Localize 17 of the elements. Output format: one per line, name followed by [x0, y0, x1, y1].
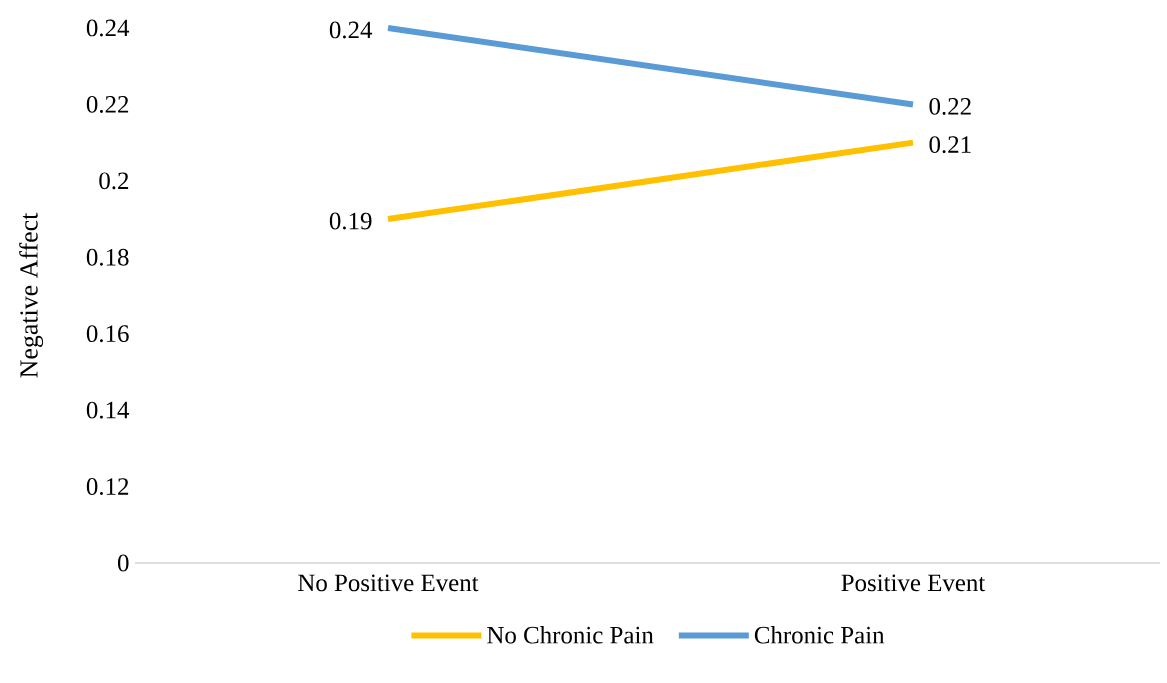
data-label: 0.21 — [929, 136, 971, 154]
y-tick-label: 0 — [117, 554, 129, 572]
data-label: 0.22 — [929, 97, 971, 115]
data-label: 0.19 — [329, 212, 372, 230]
x-tick-label: No Positive Event — [298, 574, 479, 592]
y-tick-label: 0.22 — [86, 95, 129, 113]
y-tick-label: 0.16 — [86, 325, 129, 343]
legend-label: No Chronic Pain — [487, 626, 654, 644]
data-label: 0.24 — [329, 21, 373, 39]
y-axis-title: Negative Affect — [19, 212, 44, 378]
x-tick-label: Positive Event — [841, 574, 986, 592]
legend-label: Chronic Pain — [754, 626, 885, 644]
y-tick-label: 0.12 — [86, 478, 129, 496]
y-tick-label: 0.18 — [86, 248, 129, 266]
y-tick-label: 0.2 — [99, 172, 129, 190]
y-tick-label: 0.24 — [86, 19, 130, 37]
y-tick-label: 0.14 — [86, 401, 130, 419]
